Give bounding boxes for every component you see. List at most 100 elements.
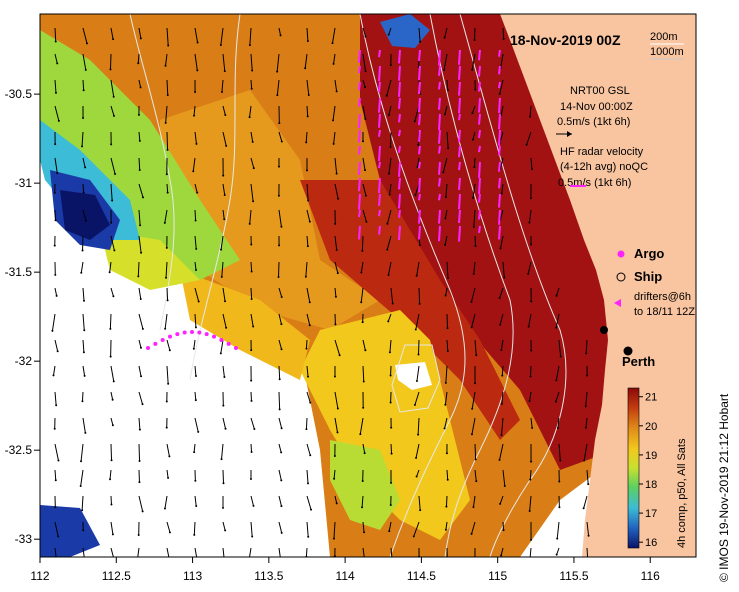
gsl-vector-head xyxy=(52,374,55,377)
gsl-vector-head xyxy=(249,477,252,480)
gsl-vector xyxy=(249,209,252,224)
gsl-vector xyxy=(445,183,448,198)
gsl-vector-head xyxy=(224,564,226,566)
gsl-vector-head xyxy=(81,249,84,252)
gsl-vector xyxy=(250,157,255,169)
gsl-vector xyxy=(110,521,114,535)
gsl-vector-head xyxy=(388,530,391,533)
gsl-vector-head xyxy=(57,535,60,538)
colorbar-gradient xyxy=(627,387,640,549)
gsl-vector xyxy=(555,313,560,328)
hf-vector xyxy=(458,129,461,143)
gsl-vector xyxy=(80,469,84,487)
gsl-vector-head xyxy=(472,505,475,508)
gsl-vector-head xyxy=(584,426,587,429)
gsl-vector xyxy=(110,105,115,117)
gsl-vector-head xyxy=(248,116,251,119)
gsl-vector xyxy=(138,209,141,226)
gsl-vector-head xyxy=(220,248,223,251)
gsl-vector-head xyxy=(196,69,199,72)
y-tick-label: -33 xyxy=(15,532,33,546)
gsl-vector-head xyxy=(224,427,227,430)
gsl-vector-head xyxy=(307,375,310,378)
gsl-vector xyxy=(109,53,112,70)
gsl-vector-head xyxy=(471,68,474,71)
gsl-vector-head xyxy=(193,451,196,454)
gsl-vector-head xyxy=(225,326,228,329)
gsl-vector xyxy=(306,469,309,484)
gsl-vector-head xyxy=(499,323,502,326)
gsl-vector-head xyxy=(54,40,57,43)
gsl-vector-head xyxy=(586,374,589,377)
contour-legend-1000m: 1000m xyxy=(650,46,684,58)
gsl-vector xyxy=(166,443,170,457)
x-tick-label: 112.5 xyxy=(102,569,131,583)
hf-vector xyxy=(438,177,441,187)
gsl-vector-head xyxy=(333,375,336,378)
sst-green-patch-south xyxy=(330,440,400,530)
gsl-vector xyxy=(445,495,448,507)
gsl-vector-head xyxy=(250,349,253,352)
gsl-vector xyxy=(586,521,590,536)
gsl-vector xyxy=(556,287,560,296)
gsl-vector-head xyxy=(503,484,506,487)
gsl-vector-head xyxy=(388,351,391,354)
gsl-vector-head xyxy=(334,295,337,298)
gsl-vector xyxy=(194,53,198,71)
drifter-point xyxy=(175,332,180,337)
gsl-vector-head xyxy=(307,535,310,538)
gsl-vector-head xyxy=(168,455,171,458)
gsl-vector-head xyxy=(585,352,588,355)
gsl-vector-head xyxy=(473,39,476,42)
gsl-vector xyxy=(334,339,341,356)
drifters-label-2: to 18/11 12Z xyxy=(634,306,695,318)
gsl-vector-head xyxy=(387,320,390,323)
gsl-vector-head xyxy=(280,225,283,228)
x-tick-label: 112 xyxy=(30,569,49,583)
gsl-vector xyxy=(530,157,533,170)
gsl-vector xyxy=(334,495,338,504)
gsl-vector-head xyxy=(332,537,335,540)
gsl-vector xyxy=(388,521,392,532)
gsl-vector xyxy=(444,235,448,245)
gsl-vector-head xyxy=(219,43,222,46)
gsl-vector-head xyxy=(443,427,446,430)
perth-city-dot xyxy=(623,346,633,356)
gsl-vector xyxy=(417,417,420,435)
gsl-vector-head xyxy=(389,401,392,404)
y-tick-label: -32.5 xyxy=(5,443,33,457)
land-mass xyxy=(500,14,696,557)
gsl-vector-head xyxy=(310,508,313,511)
gsl-vector xyxy=(444,105,448,115)
gsl-vector-head xyxy=(418,244,421,247)
gsl-vector-head xyxy=(224,529,227,532)
gsl-vector xyxy=(165,105,168,123)
gsl-vector-head xyxy=(582,507,585,510)
hf-vector xyxy=(378,65,381,82)
gsl-vector xyxy=(361,495,364,508)
velocity-legend: NRT00 GSL 14-Nov 00:00Z 0.5m/s (1kt 6h) … xyxy=(556,85,648,189)
gsl-vector xyxy=(278,287,283,298)
gsl-vector-head xyxy=(500,402,503,405)
gsl-vector-head xyxy=(112,380,115,383)
gsl-vector-head xyxy=(474,458,477,461)
gsl-vector xyxy=(250,287,253,300)
gsl-vector-head xyxy=(250,450,253,453)
gsl-vector xyxy=(221,443,224,460)
gsl-vector-head xyxy=(109,327,112,330)
hf-vector xyxy=(398,209,401,218)
gsl-vector-head xyxy=(164,121,167,124)
gsl-vector xyxy=(414,183,420,196)
gsl-vector-head xyxy=(142,196,145,199)
gsl-vector-head xyxy=(387,33,390,36)
sst-navy-field xyxy=(60,190,110,240)
gsl-vector-head xyxy=(278,378,281,381)
gsl-vector xyxy=(333,521,336,539)
gsl-vector-head xyxy=(387,274,390,277)
gsl-vector-head xyxy=(334,323,337,326)
hf-vector xyxy=(378,193,381,206)
gsl-vector-head xyxy=(111,424,114,427)
hf-vector xyxy=(398,97,401,109)
hf-vector xyxy=(398,81,401,97)
gsl-vector xyxy=(194,27,199,43)
